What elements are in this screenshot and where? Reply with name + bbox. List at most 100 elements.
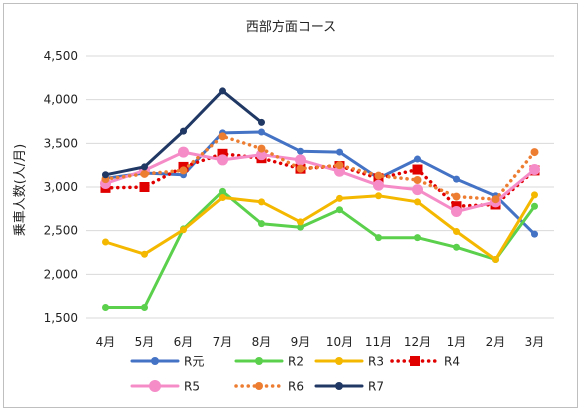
y-tick-labels: 1,500 2,000 2,500 3,000 3,500 4,000 4,500 xyxy=(44,49,78,325)
data-point xyxy=(102,238,109,246)
series-line xyxy=(104,193,536,261)
data-point xyxy=(257,144,266,153)
data-point xyxy=(140,169,149,178)
x-tick-label: 11月 xyxy=(365,335,392,349)
data-point xyxy=(217,154,228,166)
data-point xyxy=(529,164,540,176)
data-point xyxy=(255,382,263,390)
series-line xyxy=(104,189,536,309)
x-tick-labels: 4月 5月 6月 7月 8月 9月 10月 11月 12月 1月 2月 3月 xyxy=(96,335,545,349)
data-point xyxy=(413,176,422,185)
data-point xyxy=(375,192,382,200)
legend: R元 R2 R3 R4 R5 R6 R7 xyxy=(130,355,460,394)
y-tick-label: 1,500 xyxy=(44,311,78,325)
data-point xyxy=(295,154,306,166)
data-point xyxy=(530,148,539,157)
series-R5 xyxy=(100,146,540,217)
data-point xyxy=(452,192,461,201)
data-point xyxy=(373,179,384,191)
data-point xyxy=(336,206,343,214)
data-point xyxy=(219,87,226,95)
data-point xyxy=(335,357,343,365)
data-point xyxy=(412,164,423,175)
data-point xyxy=(334,165,345,177)
grid-layer xyxy=(86,55,554,319)
chart-title: 西部方面コース xyxy=(246,19,336,35)
x-tick-label: 10月 xyxy=(326,335,353,349)
data-point xyxy=(335,382,343,390)
legend-item-R3: R3 xyxy=(314,355,384,369)
x-tick-label: 7月 xyxy=(213,335,233,349)
data-point xyxy=(453,228,460,236)
series-R7 xyxy=(102,87,265,179)
data-point xyxy=(374,171,383,180)
data-point xyxy=(102,304,109,312)
legend-item-R6: R6 xyxy=(234,380,304,394)
data-point xyxy=(219,193,226,201)
data-point xyxy=(492,255,499,263)
data-point xyxy=(141,250,148,258)
legend-item-R7: R7 xyxy=(314,380,384,394)
series-R3 xyxy=(102,191,538,263)
series-layer xyxy=(100,87,540,312)
legend-label: R7 xyxy=(368,380,384,394)
x-tick-label: 12月 xyxy=(404,335,431,349)
data-point xyxy=(256,149,267,161)
data-point xyxy=(258,220,265,228)
data-point xyxy=(139,182,150,192)
data-point xyxy=(336,148,343,156)
x-tick-label: 8月 xyxy=(252,335,272,349)
data-point xyxy=(296,164,305,173)
data-point xyxy=(141,163,148,171)
data-point xyxy=(414,234,421,242)
data-point xyxy=(258,198,265,206)
y-axis-label: 乗車人数(人/月) xyxy=(13,144,28,237)
x-tick-label: 2月 xyxy=(486,335,506,349)
x-tick-label: 5月 xyxy=(135,335,155,349)
y-tick-label: 2,000 xyxy=(44,267,78,281)
data-point xyxy=(149,380,161,392)
series-R4 xyxy=(100,148,540,212)
data-point xyxy=(336,194,343,202)
data-point xyxy=(491,195,500,204)
data-point xyxy=(258,118,265,126)
series-line xyxy=(104,130,536,236)
data-point xyxy=(180,127,187,135)
legend-item-R2: R2 xyxy=(234,355,304,369)
series-line xyxy=(104,150,536,213)
data-point xyxy=(219,187,226,195)
y-tick-label: 4,500 xyxy=(44,49,78,63)
data-point xyxy=(255,357,263,365)
data-point xyxy=(217,148,228,159)
y-tick-label: 2,500 xyxy=(44,224,78,238)
legend-label: R5 xyxy=(184,380,200,394)
x-tick-label: 4月 xyxy=(96,335,116,349)
data-point xyxy=(414,155,421,163)
legend-item-R元: R元 xyxy=(130,355,204,369)
data-point xyxy=(453,243,460,251)
data-point xyxy=(335,161,344,170)
data-point xyxy=(218,132,227,141)
legend-label: R4 xyxy=(444,355,460,369)
x-tick-label: 9月 xyxy=(291,335,311,349)
data-point xyxy=(531,230,538,238)
legend-label: R6 xyxy=(288,380,304,394)
data-point xyxy=(410,356,420,366)
series-line xyxy=(103,134,537,201)
data-point xyxy=(180,226,187,234)
legend-item-R4: R4 xyxy=(390,355,460,369)
data-point xyxy=(414,198,421,206)
data-point xyxy=(297,147,304,155)
legend-item-R5: R5 xyxy=(130,380,200,394)
data-point xyxy=(258,128,265,136)
legend-label: R3 xyxy=(368,355,384,369)
series-line xyxy=(103,152,537,208)
legend-label: R2 xyxy=(288,355,304,369)
data-point xyxy=(531,202,538,210)
data-point xyxy=(297,223,304,231)
data-point xyxy=(178,146,189,158)
data-point xyxy=(179,166,188,175)
data-point xyxy=(531,191,538,199)
data-point xyxy=(412,184,423,196)
y-tick-label: 3,500 xyxy=(44,136,78,150)
